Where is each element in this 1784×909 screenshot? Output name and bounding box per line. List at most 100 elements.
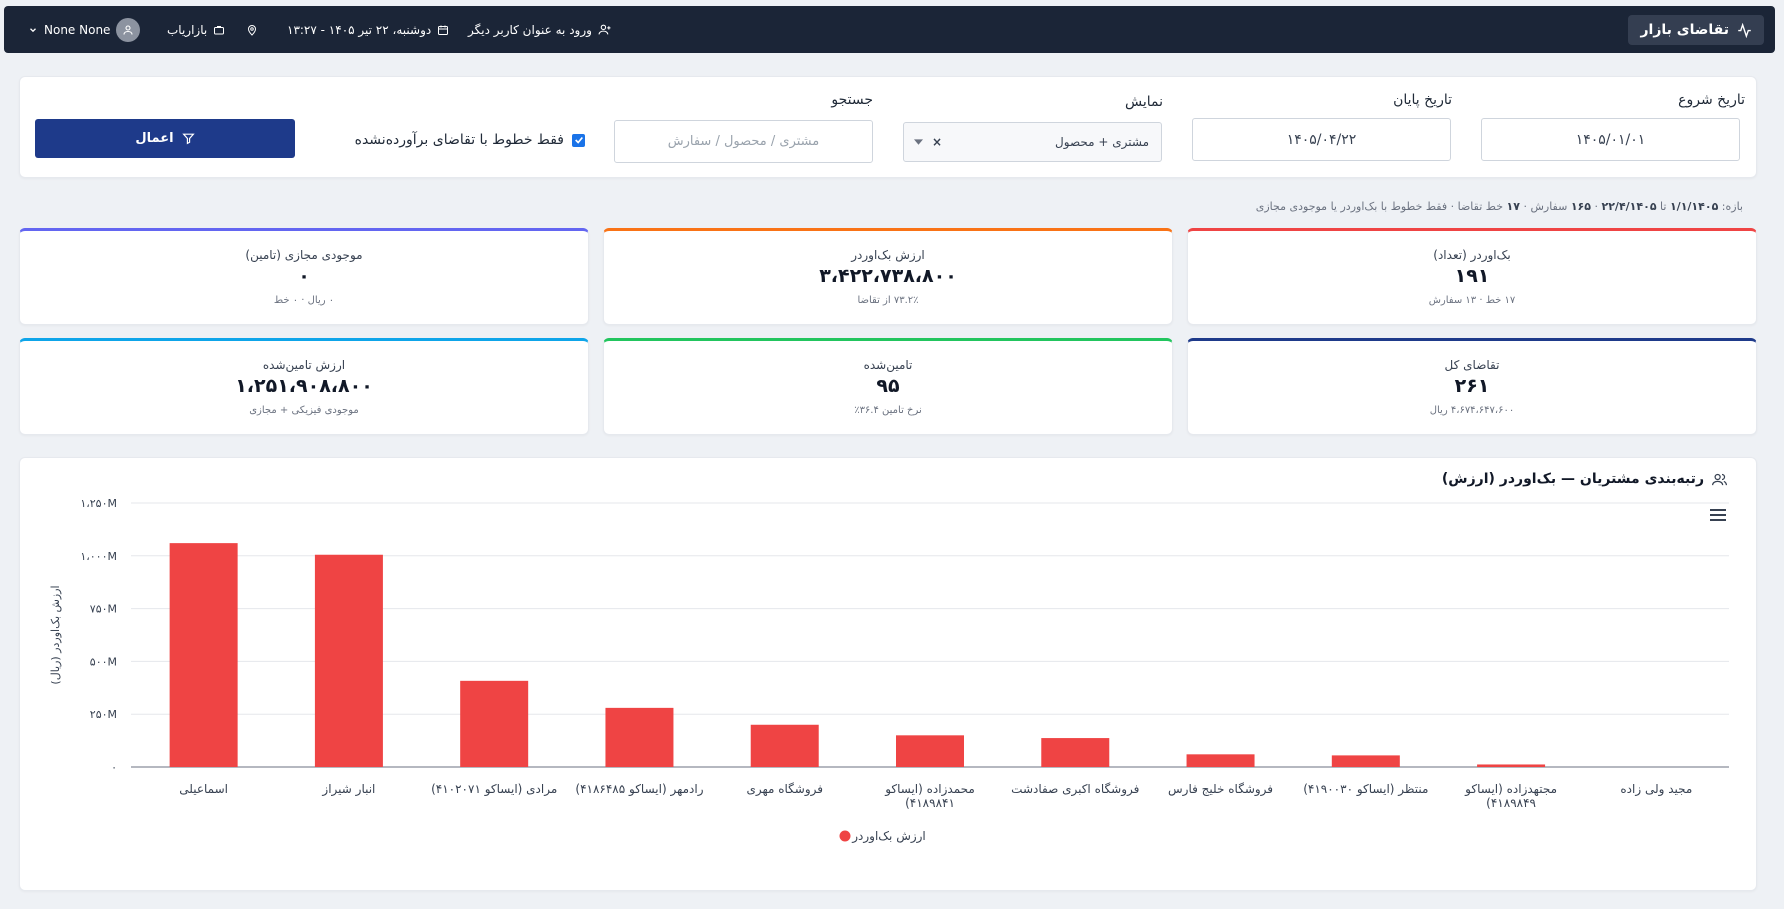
y-tick-label: ۵۰۰M [90,655,117,668]
map-pin-icon [247,24,257,36]
customer-ranking-chart-card: رتبه‌بندی مشتریان — بک‌اوردر (ارزش) ۰ ۲۵۰… [19,457,1757,891]
x-tick-label: اسماعیلی [179,782,228,796]
kpi-subtitle: ۰ ریال · ۰ خط [273,295,335,306]
x-tick-label: رادمهر (ایساکو ۴۱۸۶۴۸۵) [575,782,703,797]
unfulfilled-only-checkbox[interactable]: فقط خطوط با تقاضای برآورده‌نشده [355,132,585,148]
range-lines-count: ۱۷ [1506,200,1520,213]
kpi-title: ارزش بک‌اوردر [851,248,925,262]
display-label: نمایش [1124,94,1163,110]
kpi-title: موجودی مجازی (تامین) [245,248,363,262]
x-tick-label: مجتهدزاده (ایساکو [1464,782,1557,797]
kpi-value: ۱،۲۵۱،۹۰۸،۸۰۰ [235,375,373,397]
filter-panel [19,76,1757,178]
kpi-title: تقاضای کل [1444,358,1500,372]
kpi-subtitle: ۷۳.۲٪ از تقاضا [857,295,919,306]
kpi-value: ۱۹۱ [1454,265,1490,287]
top-navbar: تقاضای بازار ورود به عنوان کاربر دیگر دو… [4,6,1775,53]
y-tick-label: ۱،۲۵۰M [80,497,117,510]
y-tick-label: ۷۵۰M [90,603,117,616]
range-orders-count: ۱۶۵ [1570,200,1591,213]
impersonate-link[interactable]: ورود به عنوان کاربر دیگر [468,6,611,53]
chevron-down-icon [30,27,36,32]
x-tick-label: منتظر (ایساکو ۴۱۹۰۰۳۰) [1303,782,1428,797]
kpi-card-total-demand: تقاضای کل ۲۶۱ ۴،۶۷۴،۶۴۷،۶۰۰ ریال [1187,338,1757,435]
start-date-input[interactable]: ۱۴۰۵/۰۱/۰۱ [1481,118,1740,161]
bar [1477,764,1546,767]
range-from: ۱/۱/۱۴۰۵ [1669,200,1719,213]
datetime-text: دوشنبه، ۲۲ تیر ۱۴۰۵ - ۱۳:۲۷ [287,22,432,37]
apply-label: اعمال [135,131,174,146]
caret-down-icon[interactable] [914,139,923,146]
end-date-label: تاریخ پایان [1393,92,1452,108]
users-icon [1712,473,1727,485]
location-button[interactable] [246,6,258,53]
bar [1041,738,1110,767]
checkbox-checked-icon[interactable] [572,133,585,147]
user-icon [123,24,133,35]
kpi-value: ۰ [298,265,310,287]
legend-marker [839,830,851,842]
x-tick-label: محمدزاده (ایساکو [884,782,975,797]
clear-icon[interactable]: × [932,135,943,149]
legend-label: ارزش بک‌اوردر [851,829,926,844]
kpi-title: ارزش تامین‌شده [262,358,346,372]
search-label: جستجو [831,92,873,108]
x-tick-label: مرادی (ایساکو ۴۱۰۲۰۷۱) [431,782,557,797]
kpi-card-backorder-value: ارزش بک‌اوردر ۳،۴۲۲،۷۳۸،۸۰۰ ۷۳.۲٪ از تقا… [603,228,1173,325]
x-tick-label: فروشگاه اکبری صفادشت [1011,782,1139,797]
activity-icon [1738,22,1751,38]
impersonate-label: ورود به عنوان کاربر دیگر [468,22,592,37]
display-select[interactable]: مشتری + محصول × [903,122,1162,162]
range-rest: خط تقاضا · فقط خطوط با بک‌اوردر یا موجود… [1255,200,1504,213]
apply-button[interactable]: اعمال [35,119,295,158]
y-tick-label: ۲۵۰M [90,708,117,721]
kpi-card-virtual-stock: موجودی مجازی (تامین) ۰ ۰ ریال · ۰ خط [19,228,589,325]
date-display: دوشنبه، ۲۲ تیر ۱۴۰۵ - ۱۳:۲۷ [287,6,449,53]
start-date-label: تاریخ شروع [1678,92,1745,108]
x-tick-label: مجید ولی زاده [1620,782,1692,797]
bar [896,735,964,767]
bar [314,554,383,767]
role-badge[interactable]: بازاریاب [167,6,225,53]
avatar [116,17,141,42]
brand-button[interactable]: تقاضای بازار [1628,15,1764,45]
kpi-card-backorder-count: بک‌اوردر (تعداد) ۱۹۱ ۱۷ خط · ۱۳ سفارش [1187,228,1757,325]
x-tick-label: ۴۱۸۹۸۴۱) [905,796,955,810]
brand-title: تقاضای بازار [1640,22,1729,38]
x-tick-label: فروشگاه خلیج فارس [1168,782,1273,797]
filter-icon [181,133,195,145]
kpi-value: ۹۵ [876,375,900,397]
bar [1331,755,1400,767]
range-prefix: بازه: [1721,200,1743,213]
chart-title: رتبه‌بندی مشتریان — بک‌اوردر (ارزش) [1442,471,1727,487]
kpi-subtitle: موجودی فیزیکی + مجازی [249,405,359,416]
bar [460,680,529,767]
bar [605,707,674,767]
user-menu[interactable]: None None [28,6,141,53]
kpi-subtitle: ۱۷ خط · ۱۳ سفارش [1428,295,1516,306]
kpi-subtitle: نرخ تامین ۳۶.۴٪ [854,405,922,416]
kpi-card-fulfilled-value: ارزش تامین‌شده ۱،۲۵۱،۹۰۸،۸۰۰ موجودی فیزی… [19,338,589,435]
bar [750,724,819,767]
checkbox-label: فقط خطوط با تقاضای برآورده‌نشده [354,132,564,148]
role-label: بازاریاب [167,22,208,37]
range-to-word: تا [1660,200,1667,213]
user-plus-icon [598,24,611,35]
calendar-icon [438,25,449,35]
y-axis-label: ارزش بک‌اوردر (ریال) [49,585,62,684]
x-tick-label: فروشگاه مهری [746,782,823,797]
bar [1186,754,1255,767]
briefcase-icon [214,25,225,34]
range-to: ۲۲/۴/۱۴۰۵ [1601,200,1657,213]
search-input[interactable]: مشتری / محصول / سفارش [614,120,873,163]
bar [169,543,238,767]
hamburger-menu-icon[interactable] [1710,508,1726,522]
range-summary: بازه: ۱/۱/۱۴۰۵ تا ۲۲/۴/۱۴۰۵ · ۱۶۵ سفارش … [1255,200,1743,213]
end-date-input[interactable]: ۱۴۰۵/۰۴/۲۲ [1192,118,1451,161]
range-orders-word: سفارش · [1523,200,1568,213]
kpi-title: بک‌اوردر (تعداد) [1433,248,1511,262]
user-name: None None [44,22,111,37]
bar-chart: ۰ ۲۵۰M ۵۰۰M ۷۵۰M ۱،۰۰۰M ۱،۲۵۰M ارزش بک‌اوردر (… [49,497,1729,844]
y-tick-label: ۰ [111,761,117,774]
x-tick-label: انبار شیراز [321,782,375,797]
